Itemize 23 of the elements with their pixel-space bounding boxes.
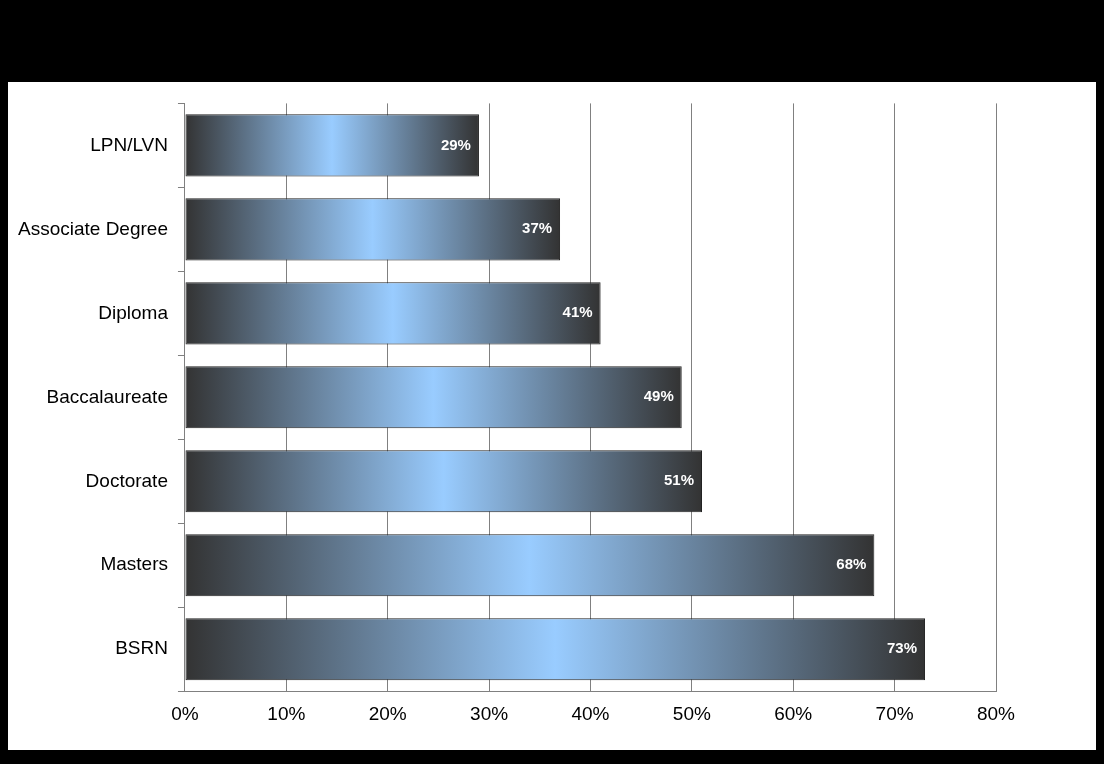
data-label: 51% [663,471,694,489]
data-label: 73% [887,639,918,657]
data-label: 41% [562,303,593,321]
x-tick-label: 60% [774,702,813,724]
y-tick-label: Diploma [98,301,169,323]
y-tick-label: Baccalaureate [46,385,168,407]
x-tick-label: 10% [267,702,306,724]
x-tick-label: 20% [368,702,407,724]
y-tick-label: Associate Degree [18,217,168,239]
y-tick-label: Doctorate [85,469,168,491]
data-label: 29% [440,135,471,153]
x-tick-label: 40% [571,702,610,724]
y-tick-label: BSRN [115,637,168,659]
x-tick-label: 70% [875,702,914,724]
x-tick-label: 80% [976,702,1016,724]
x-tick-label: 30% [470,702,509,724]
data-label: 49% [643,387,674,405]
x-tick-label: 50% [672,702,711,724]
y-tick-label: LPN/LVN [90,133,168,155]
y-tick-label: Masters [100,553,168,575]
data-label: 37% [522,219,553,237]
data-label: 68% [836,555,867,573]
x-tick-label: 0% [171,702,199,724]
